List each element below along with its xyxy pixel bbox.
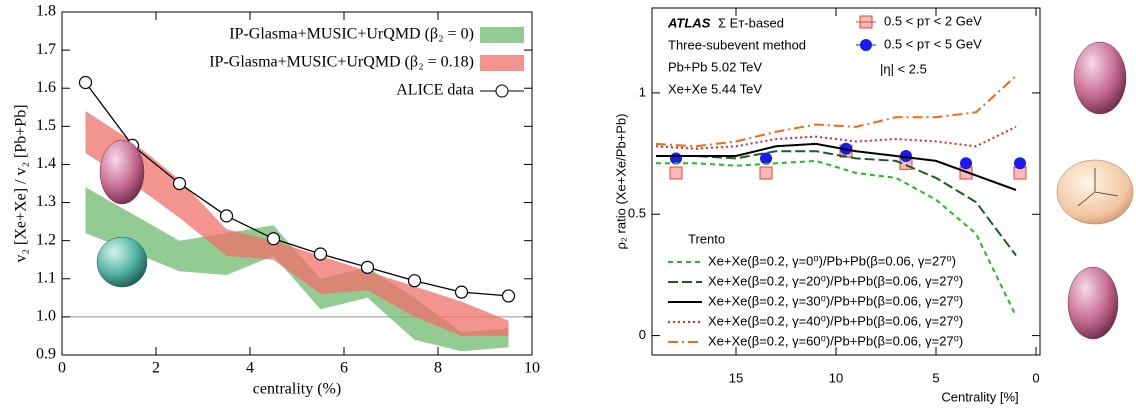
annotation: Trento (688, 231, 725, 246)
y-tick-label: 1.4 (36, 155, 56, 172)
x-tick-label: 10 (829, 370, 843, 385)
data-point (266, 232, 281, 246)
data-point (1014, 157, 1026, 170)
data-point (960, 157, 972, 170)
data-point (501, 289, 516, 303)
series-line (656, 150, 1017, 257)
data-point (219, 209, 234, 223)
legend-swatch (859, 15, 873, 29)
axis-line (1077, 191, 1096, 207)
y-tick-label: 1.8 (36, 3, 56, 20)
y-tick-label: 1.0 (36, 308, 56, 325)
data-point (360, 260, 375, 274)
band (85, 111, 509, 336)
legend-label: Xe+Xe(β=0.2, γ=40⁰)/Pb+Pb(β=0.06, γ=27⁰) (708, 313, 963, 328)
legend-label: 0.5 < pᴛ < 5 GeV (884, 36, 982, 51)
y-tick-label: 1.6 (36, 79, 56, 96)
y-tick-label: 1 (639, 84, 646, 99)
series-line (656, 142, 1017, 191)
x-tick-label: 10 (524, 360, 540, 377)
y-tick-label: 0 (639, 327, 646, 342)
annotation: |η| < 2.5 (880, 61, 927, 76)
x-tick-label: 2 (152, 360, 160, 377)
axis-line (1094, 191, 1119, 197)
y-tick-label: 1.2 (36, 231, 56, 248)
x-axis-label: Centrality [%] (941, 389, 1018, 404)
series-line (84, 82, 509, 297)
x-axis-label: centrality (%) (253, 381, 341, 398)
series-line (656, 159, 1017, 317)
legend-label: 0.5 < pᴛ < 2 GeV (884, 13, 982, 28)
data-point (454, 285, 469, 299)
ellipsoid-images (96, 41, 1134, 340)
x-tick-label: 8 (434, 360, 442, 377)
y-tick-label: 1.7 (36, 41, 56, 58)
y-tick-label: 1.3 (36, 193, 56, 210)
x-tick-label: 0 (1032, 370, 1039, 385)
prolate-ellipsoid (99, 139, 145, 205)
annotation: Pb+Pb 5.02 TeV (668, 59, 762, 74)
legend-label: Xe+Xe(β=0.2, γ=60⁰)/Pb+Pb(β=0.06, γ=27⁰) (708, 333, 963, 348)
legend-swatch (495, 84, 509, 98)
x-tick-label: 5 (932, 370, 939, 385)
y-tick-label: 0.5 (628, 206, 646, 221)
right-panel: 15 10 5 0 0 0.5 1 Centrality [%] ρ₂ ratio (Xe+Xe… (613, 7, 1117, 404)
plot-area (62, 75, 532, 352)
annotation: Σ Eᴛ-based (718, 15, 784, 30)
legend-label: Xe+Xe(β=0.2, γ=30⁰)/Pb+Pb(β=0.06, γ=27⁰) (708, 293, 963, 308)
data-point (669, 166, 683, 180)
sphere (96, 236, 148, 288)
series-line (655, 75, 1017, 148)
data-point (78, 75, 93, 90)
y-axis-label: v₂ [Xe+Xe] / v₂ [Pb+Pb] (13, 104, 30, 262)
plot-area (655, 75, 1027, 317)
data-point (760, 152, 772, 165)
y-axis-label: ρ₂ ratio (Xe+Xe/Pb+Pb) (613, 113, 628, 249)
prolate-ellipsoid (1067, 266, 1119, 340)
data-point (759, 166, 773, 180)
annotation: Three-subevent method (668, 37, 806, 52)
data-point (900, 150, 912, 163)
y-tick-label: 1.5 (36, 117, 56, 134)
annotation: ATLAS (667, 15, 711, 30)
x-tick-label: 15 (729, 370, 743, 385)
legend-label: Xe+Xe(β=0.2, γ=20⁰)/Pb+Pb(β=0.06, γ=27⁰) (708, 273, 963, 288)
x-tick-label: 4 (246, 360, 254, 377)
legend-swatch (480, 27, 524, 43)
legend-swatch (860, 39, 872, 51)
data-point (172, 176, 187, 191)
legend-label: Xe+Xe(β=0.2, γ=0⁰)/Pb+Pb(β=0.06, γ=27⁰) (708, 253, 956, 268)
prolate-ellipsoid (1073, 41, 1127, 115)
data-point (313, 247, 328, 261)
plot-frame (61, 11, 533, 356)
x-tick-label: 0 (58, 360, 66, 377)
legend-label: ALICE data (396, 82, 474, 99)
legend-swatch (480, 55, 524, 71)
legend-label: IP-Glasma+MUSIC+UrQMD (β₂ = 0.18) (209, 54, 474, 71)
left-panel: 0 2 4 6 8 10 0.9 1.0 1.1 1.2 1.3 1.4 1.5 1.6 1.7 1.8 cen… (13, 3, 540, 398)
y-tick-label: 0.9 (36, 346, 56, 363)
legend-label: IP-Glasma+MUSIC+UrQMD (β₂ = 0) (229, 26, 474, 43)
y-tick-label: 1.1 (36, 269, 56, 286)
annotation: Xe+Xe 5.44 TeV (668, 81, 762, 96)
x-tick-label: 6 (340, 360, 348, 377)
plot-frame (651, 7, 1041, 356)
data-point (407, 274, 422, 288)
series-line (655, 126, 1017, 150)
